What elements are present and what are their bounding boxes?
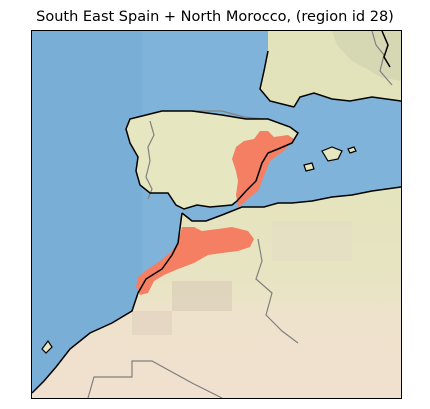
desert-patch-3 — [272, 221, 352, 261]
map-canvas — [32, 31, 401, 398]
corsica-coast — [381, 31, 391, 68]
balearic-island-east — [347, 146, 357, 154]
coastline-africa — [32, 186, 401, 394]
desert-patch-2 — [132, 311, 172, 335]
coastline-iberia — [125, 50, 299, 210]
map-title: South East Spain + North Morocco, (regio… — [36, 9, 394, 25]
iberia-land — [126, 111, 298, 209]
balearic-island-small — [303, 162, 315, 172]
canary-island-coast — [41, 339, 53, 354]
highlight-region-n-morocco — [136, 227, 254, 295]
desert-patch-1 — [172, 281, 232, 311]
border-spain-portugal — [145, 120, 155, 200]
alps-shading — [332, 31, 401, 81]
balearic-island-large — [321, 146, 343, 162]
map-frame — [31, 30, 402, 399]
highlight-region-se-spain — [232, 131, 294, 207]
coastline-france-south — [293, 92, 401, 108]
border-western-sahara — [87, 360, 223, 398]
border-spain-france — [192, 110, 265, 120]
border-morocco-algeria — [255, 238, 299, 344]
